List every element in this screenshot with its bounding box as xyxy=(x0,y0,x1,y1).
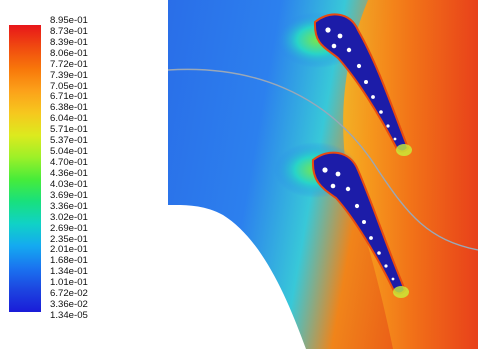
colormap-label: 2.01e-01 xyxy=(50,244,88,256)
colormap-label: 1.34e-01 xyxy=(50,266,88,278)
colormap-label: 6.71e-01 xyxy=(50,91,88,103)
streamline-curve xyxy=(168,68,478,251)
colormap-label: 3.69e-01 xyxy=(50,189,88,201)
colormap-label: 3.36e-01 xyxy=(50,200,88,212)
colormap-label: 4.36e-01 xyxy=(50,167,88,179)
colormap-label: 5.04e-01 xyxy=(50,146,88,158)
colormap-label: 4.70e-01 xyxy=(50,157,88,169)
colormap-label: 1.68e-01 xyxy=(50,255,88,267)
colormap-label: 6.72e-02 xyxy=(50,288,88,300)
colormap-label: 7.39e-01 xyxy=(50,69,88,81)
colormap-label: 5.71e-01 xyxy=(50,124,88,136)
colormap-label: 2.69e-01 xyxy=(50,222,88,234)
colormap-label: 8.39e-01 xyxy=(50,36,88,48)
upper-trailing-edge-spot xyxy=(396,144,412,156)
lower-trailing-edge-spot xyxy=(393,286,409,298)
colormap-label: 6.38e-01 xyxy=(50,102,88,114)
colormap-label: 7.72e-01 xyxy=(50,58,88,70)
colormap-bar xyxy=(9,25,41,312)
colormap-label: 8.06e-01 xyxy=(50,47,88,59)
colormap-label: 1.01e-01 xyxy=(50,277,88,289)
colormap-label: 1.34e-05 xyxy=(50,310,88,321)
colormap-label: 8.95e-01 xyxy=(50,15,88,26)
colormap-label: 5.37e-01 xyxy=(50,135,88,147)
colormap-label: 4.03e-01 xyxy=(50,178,88,190)
colormap-label: 8.73e-01 xyxy=(50,25,88,37)
colormap-label: 6.04e-01 xyxy=(50,113,88,125)
colormap-label: 3.02e-01 xyxy=(50,211,88,223)
colormap-label: 7.05e-01 xyxy=(50,80,88,92)
colormap-label: 2.35e-01 xyxy=(50,233,88,245)
colormap-label: 3.36e-02 xyxy=(50,299,88,311)
contour-plot xyxy=(168,0,478,349)
